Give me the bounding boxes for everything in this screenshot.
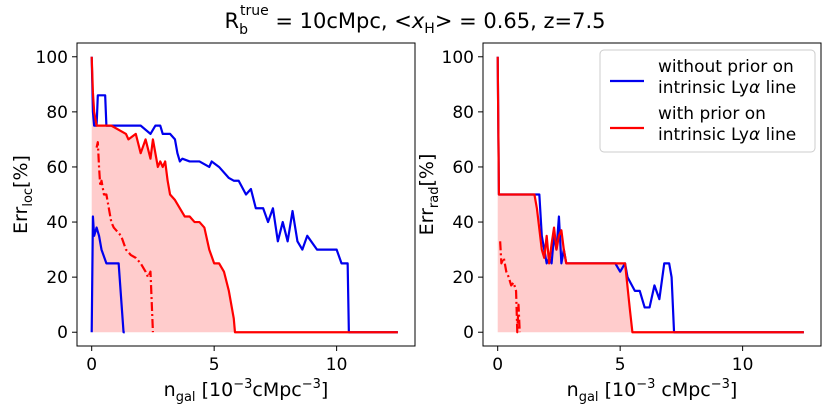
y-axis-label: Errloc[%]	[10, 155, 36, 234]
series-line-solid-blue-upper	[90, 56, 398, 334]
x-tick-label: 0	[492, 355, 503, 375]
y-tick-label: 20	[452, 268, 474, 288]
plot-area	[90, 56, 398, 334]
legend-label: intrinsic Lyα line	[658, 78, 796, 98]
x-tick-label: 5	[209, 355, 220, 375]
series-line-solid-red-upper	[496, 56, 804, 334]
y-tick-label: 100	[36, 48, 68, 68]
y-tick-label: 60	[452, 158, 474, 178]
y-tick-label: 80	[46, 103, 68, 123]
x-tick-label: 10	[326, 355, 348, 375]
y-tick-label: 40	[452, 213, 474, 233]
legend-label: without prior on	[658, 57, 794, 77]
series-line-solid-blue-lower	[90, 215, 125, 334]
series-line-solid-red-upper	[90, 56, 398, 334]
x-axis-label: ngal [10−3cMpc−3]	[164, 377, 329, 405]
x-tick-label: 10	[732, 355, 754, 375]
legend-label: intrinsic Lyα line	[658, 125, 796, 145]
red-shaded-region	[497, 56, 804, 333]
x-tick-label: 0	[86, 355, 97, 375]
axes-frame	[76, 42, 416, 347]
red-shaded-region	[91, 56, 398, 333]
y-tick-label: 60	[46, 158, 68, 178]
x-axis-label: ngal [10−3 cMpc−3]	[567, 377, 738, 405]
y-tick-label: 100	[442, 48, 474, 68]
y-tick-label: 40	[46, 213, 68, 233]
axes-frame	[482, 42, 822, 347]
plot-area	[496, 56, 804, 334]
y-axis-label: Errrad[%]	[416, 154, 442, 236]
y-tick-label: 0	[463, 323, 474, 343]
y-tick-label: 20	[46, 268, 68, 288]
y-tick-label: 0	[57, 323, 68, 343]
y-tick-label: 80	[452, 103, 474, 123]
figure-title: Rbtrue = 10cMpc, <xH> = 0.65, z=7.5	[224, 3, 605, 38]
legend-label: with prior on	[658, 104, 766, 124]
x-tick-label: 5	[615, 355, 626, 375]
series-line-dashdot-red	[499, 241, 521, 334]
series-line-dashdot-red	[95, 141, 155, 333]
